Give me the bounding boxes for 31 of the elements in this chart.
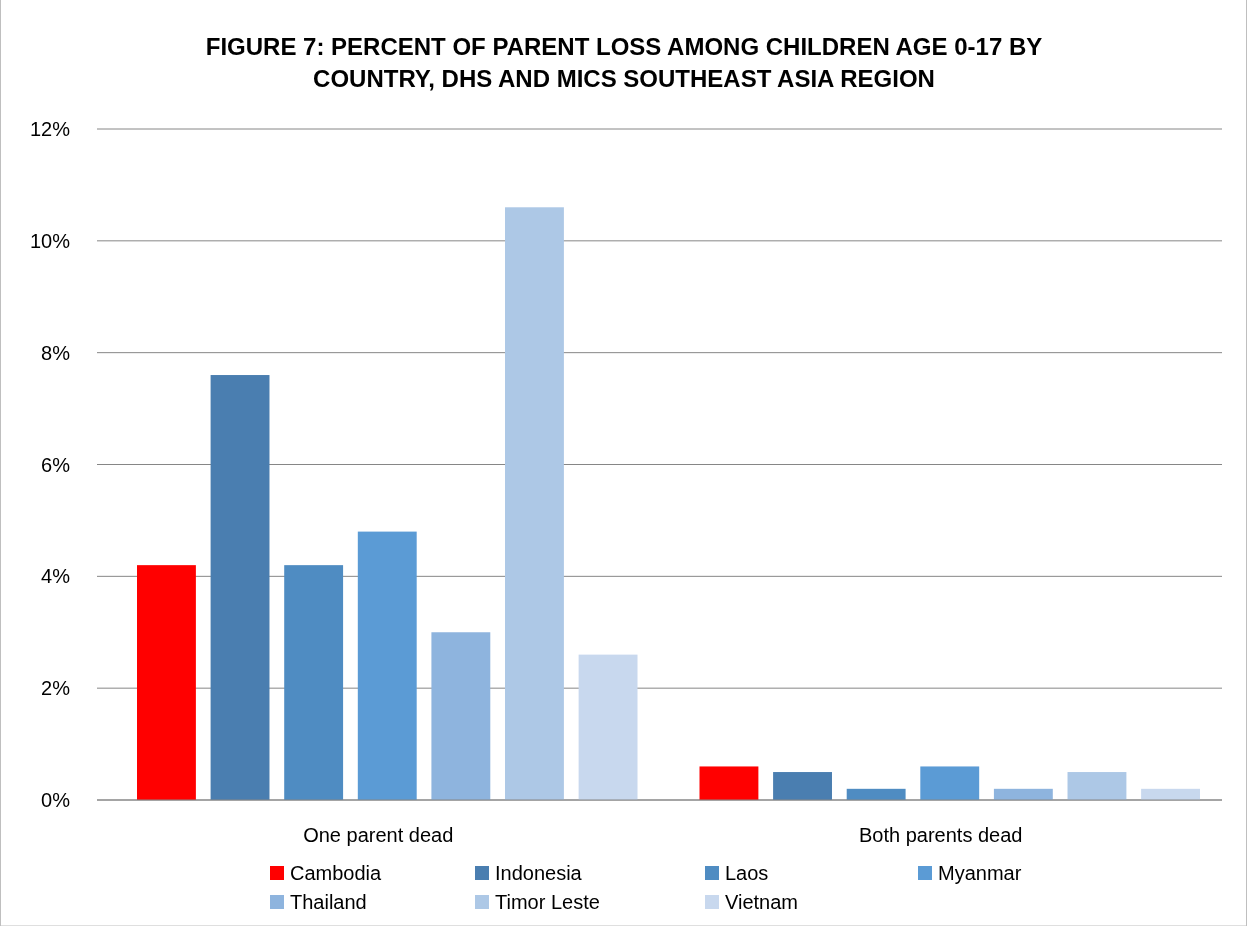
bar: [505, 207, 564, 800]
legend-label: Thailand: [290, 891, 367, 913]
bar: [137, 565, 196, 800]
y-tick-label: 12%: [29, 118, 71, 140]
bar: [357, 531, 417, 800]
bar: [1067, 772, 1127, 800]
y-tick-label: 0%: [41, 789, 71, 811]
bar: [284, 565, 344, 800]
legend-label: Vietnam: [725, 891, 799, 913]
legend-label: Timor Leste: [495, 891, 600, 913]
y-tick-label: 10%: [29, 229, 71, 252]
bar: [578, 654, 638, 800]
legend-label: Myanmar: [938, 862, 1022, 884]
bar: [210, 375, 270, 800]
y-tick-label: 8%: [41, 341, 71, 364]
legend-label: Cambodia: [290, 862, 383, 884]
bar: [773, 772, 832, 800]
y-tick-label: 2%: [41, 677, 71, 700]
x-tick-label: One parent dead: [303, 824, 454, 846]
bar: [920, 766, 980, 800]
chart-title: FIGURE 7: PERCENT OF PARENT LOSS AMONG CHILDREN AGE 0-17 BY COUNTRY, DHS AND MICS SOUTHEAST ASIA REGION: [205, 33, 1043, 92]
bar: [699, 766, 759, 800]
bar: [993, 788, 1053, 800]
y-tick-label: 4%: [41, 565, 71, 588]
x-tick-label: Both parents dead: [859, 824, 1023, 846]
y-tick-label: 6%: [41, 453, 71, 476]
bar: [431, 632, 491, 800]
legend-label: Laos: [725, 862, 769, 884]
bar: [846, 788, 906, 800]
legend-label: Indonesia: [495, 862, 583, 884]
bar: [1141, 788, 1200, 800]
